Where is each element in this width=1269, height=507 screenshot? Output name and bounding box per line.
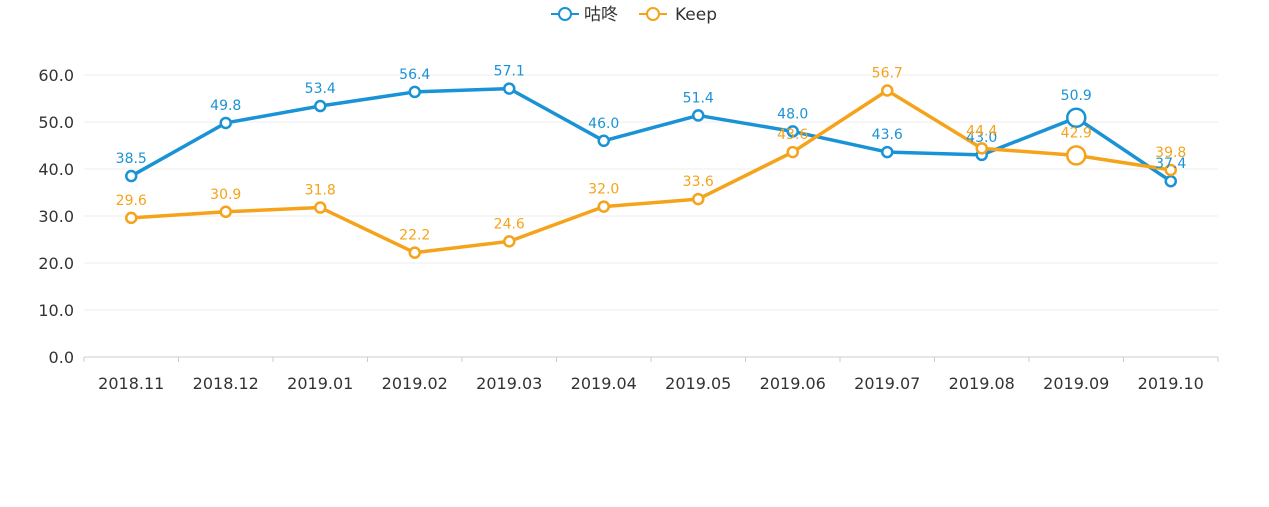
legend[interactable]: 咕咚 Keep: [551, 5, 717, 25]
data-point[interactable]: [314, 201, 327, 214]
data-point[interactable]: [314, 99, 327, 113]
legend-marker-gudong: [558, 7, 572, 21]
data-label: 29.6: [116, 193, 147, 209]
data-point[interactable]: [125, 211, 138, 225]
data-label: 57.1: [494, 64, 525, 80]
data-point[interactable]: [219, 116, 232, 130]
series-line: [130, 86, 1172, 183]
data-label: 43.0: [966, 130, 997, 146]
y-tick-label: 30.0: [38, 207, 74, 226]
x-tick-label: 2019.04: [571, 374, 637, 393]
x-tick-label: 2019.05: [665, 374, 731, 393]
data-point[interactable]: [408, 85, 421, 99]
y-tick-label: 50.0: [38, 113, 74, 132]
data-label: 30.9: [210, 187, 241, 203]
x-tick-label: 2019.01: [287, 374, 353, 393]
data-label: 37.4: [1155, 156, 1186, 172]
data-label: 43.6: [872, 127, 903, 143]
data-label: 53.4: [305, 81, 336, 97]
data-label: 33.6: [683, 174, 714, 190]
x-tick-label: 2019.07: [854, 374, 920, 393]
data-point[interactable]: [219, 205, 232, 219]
data-point[interactable]: [692, 192, 705, 206]
x-tick-label: 2018.11: [98, 374, 164, 393]
data-label: 24.6: [494, 216, 525, 232]
data-label: 39.8: [1155, 145, 1186, 161]
legend-marker-keep: [646, 7, 660, 21]
data-point[interactable]: [1066, 145, 1087, 166]
x-tick-label: 2019.08: [949, 374, 1015, 393]
data-point[interactable]: [597, 134, 610, 148]
data-label: 51.4: [683, 90, 714, 106]
x-tick-label: 2019.06: [760, 374, 826, 393]
data-point[interactable]: [1164, 174, 1177, 188]
data-point[interactable]: [503, 82, 516, 95]
legend-item-keep[interactable]: Keep: [639, 5, 717, 25]
data-label: 49.8: [210, 98, 241, 114]
y-tick-label: 60.0: [38, 66, 74, 85]
data-label: 38.5: [116, 151, 147, 167]
data-label: 32.0: [588, 182, 619, 198]
x-tick-label: 2018.12: [193, 374, 259, 393]
y-tick-label: 0.0: [49, 348, 74, 367]
data-point[interactable]: [1066, 107, 1087, 129]
data-point[interactable]: [597, 200, 610, 213]
data-label: 56.7: [872, 66, 903, 82]
y-tick-label: 10.0: [38, 301, 74, 320]
y-tick-label: 40.0: [38, 160, 74, 179]
legend-label-gudong: 咕咚: [584, 5, 618, 25]
data-label: 44.4: [966, 123, 997, 139]
series-line: [131, 88, 1172, 255]
data-point[interactable]: [692, 109, 705, 122]
data-point[interactable]: [881, 145, 894, 159]
x-tick-label: 2019.03: [476, 374, 542, 393]
data-label: 42.9: [1061, 125, 1092, 141]
data-label: 22.2: [399, 228, 430, 244]
data-label: 31.8: [305, 183, 336, 199]
data-point[interactable]: [786, 125, 799, 138]
axes: 0.0 10.0 20.0 30.0 40.0 50.0 60.0 2018.11 2018.1…: [38, 66, 1219, 393]
data-point[interactable]: [125, 169, 138, 183]
grid: [84, 74, 1218, 311]
legend-item-gudong[interactable]: 咕咚: [551, 5, 618, 25]
data-point[interactable]: [975, 142, 988, 155]
x-tick-label: 2019.02: [382, 374, 448, 393]
data-label: 50.9: [1061, 88, 1092, 104]
data-point[interactable]: [1164, 163, 1177, 177]
legend-label-keep: Keep: [675, 5, 717, 25]
data-point[interactable]: [881, 84, 894, 97]
y-tick-label: 20.0: [38, 254, 74, 273]
data-label: 56.4: [399, 67, 430, 83]
x-tick-label: 2019.10: [1138, 374, 1204, 393]
data-point[interactable]: [408, 246, 421, 259]
series: 38.5 49.8 53.4 56.4 57.1 46.0 51.4 48.0 43.6 43.0…: [116, 64, 1186, 259]
data-point[interactable]: [503, 235, 516, 248]
data-label: 43.6: [777, 127, 808, 143]
data-label: 48.0: [777, 106, 808, 122]
data-point[interactable]: [786, 145, 799, 159]
data-label: 46.0: [588, 116, 619, 132]
x-tick-label: 2019.09: [1043, 374, 1109, 393]
